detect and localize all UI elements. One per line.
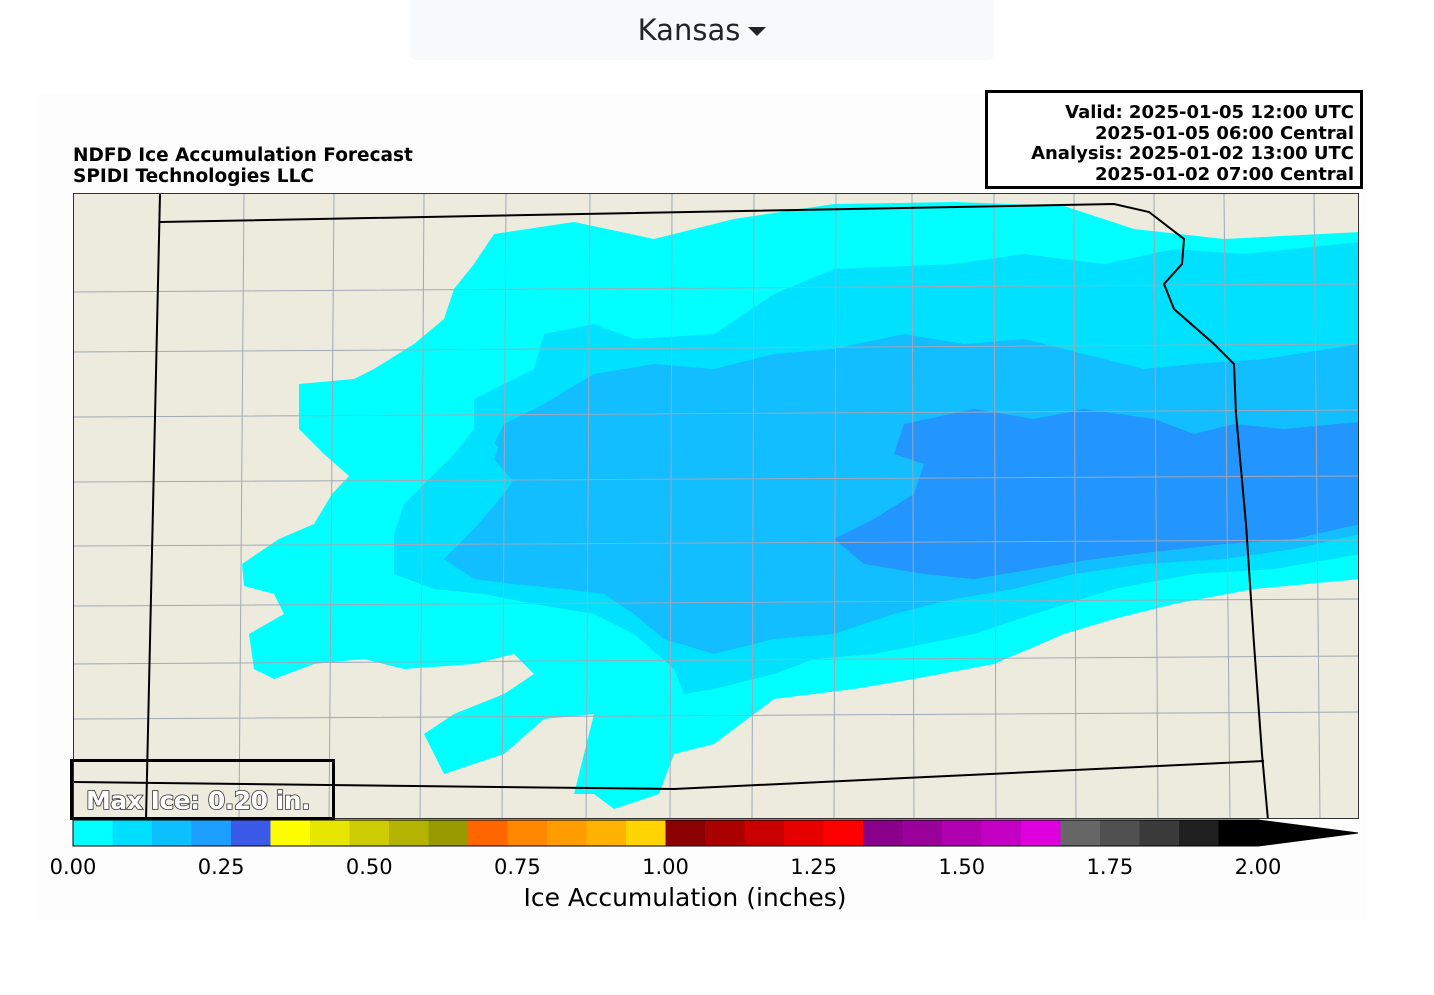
colorbar-bin — [152, 820, 192, 846]
state-dropdown[interactable]: Kansas — [410, 0, 994, 60]
colorbar-bin — [1218, 820, 1259, 846]
colorbar-bin — [1060, 820, 1101, 846]
colorbar-bin — [863, 820, 903, 846]
colorbar-bin — [112, 820, 153, 846]
figure-title-line1: NDFD Ice Accumulation Forecast — [73, 145, 413, 166]
colorbar-bin — [1021, 820, 1061, 846]
forecast-figure: NDFD Ice Accumulation Forecast SPIDI Tec… — [36, 90, 1366, 921]
colorbar-bin — [468, 820, 508, 846]
max-ice-box: Max Ice: 0.20 in. — [70, 759, 335, 820]
colorbar-bin — [665, 820, 706, 846]
colorbar-bin — [626, 820, 666, 846]
colorbar-outline — [72, 819, 1359, 847]
colorbar-bin — [1179, 820, 1219, 846]
valid-utc: Valid: 2025-01-05 12:00 UTC — [1065, 102, 1354, 123]
colorbar-bin — [744, 820, 785, 846]
ice-zone-0.15-0.20-west — [494, 434, 584, 524]
colorbar-bin — [310, 820, 350, 846]
colorbar-tick-label: 1.50 — [938, 855, 986, 879]
valid-time-box: Valid: 2025-01-05 12:00 UTC 2025-01-05 0… — [985, 90, 1363, 189]
analysis-central: 2025-01-02 07:00 Central — [1095, 163, 1354, 185]
colorbar-tick-label: 0.75 — [493, 855, 541, 879]
colorbar-tick-label: 1.00 — [642, 855, 689, 879]
ice-map — [73, 193, 1359, 819]
colorbar-bin — [902, 820, 943, 846]
colorbar-bin — [231, 820, 271, 846]
colorbar — [72, 819, 1359, 847]
colorbar-bin — [784, 820, 824, 846]
colorbar-tick-label: 0.50 — [345, 855, 393, 879]
colorbar-tick-label: 2.00 — [1234, 855, 1282, 879]
colorbar-extend-arrow — [1258, 820, 1358, 846]
colorbar-bin — [389, 820, 429, 846]
colorbar-bin — [1139, 820, 1180, 846]
colorbar-bin — [547, 820, 587, 846]
analysis-utc: Analysis: 2025-01-02 13:00 UTC — [1031, 143, 1354, 164]
state-dropdown-label: Kansas — [637, 13, 741, 47]
colorbar-bin — [942, 820, 982, 846]
colorbar-bin — [191, 820, 232, 846]
colorbar-label: Ice Accumulation (inches) — [523, 883, 847, 912]
colorbar-bin — [823, 820, 864, 846]
county-lines — [74, 194, 1358, 818]
colorbar-bin — [586, 820, 627, 846]
colorbar-bin — [73, 820, 113, 846]
colorbar-bin — [507, 820, 548, 846]
colorbar-tick-label: 0.25 — [197, 855, 245, 879]
colorbar-bin — [1100, 820, 1140, 846]
colorbar-bin — [349, 820, 390, 846]
colorbar-bin — [705, 820, 745, 846]
max-ice-label: Max Ice: 0.20 in. — [85, 785, 311, 816]
figure-title-line2: SPIDI Technologies LLC — [73, 166, 314, 187]
ice-map-svg — [74, 194, 1358, 818]
colorbar-bins — [72, 819, 1359, 847]
colorbar-bin — [270, 820, 311, 846]
colorbar-tick-label: 1.25 — [790, 855, 838, 879]
figure-title: NDFD Ice Accumulation Forecast SPIDI Tec… — [73, 145, 413, 187]
caret-down-icon — [748, 26, 767, 36]
colorbar-tick-label: 0.00 — [49, 855, 97, 879]
colorbar-tick-label: 1.75 — [1086, 855, 1134, 879]
valid-central: 2025-01-05 06:00 Central — [1095, 122, 1354, 144]
colorbar-bin — [981, 820, 1022, 846]
colorbar-bin — [428, 820, 469, 846]
state-boundary — [74, 194, 1269, 818]
